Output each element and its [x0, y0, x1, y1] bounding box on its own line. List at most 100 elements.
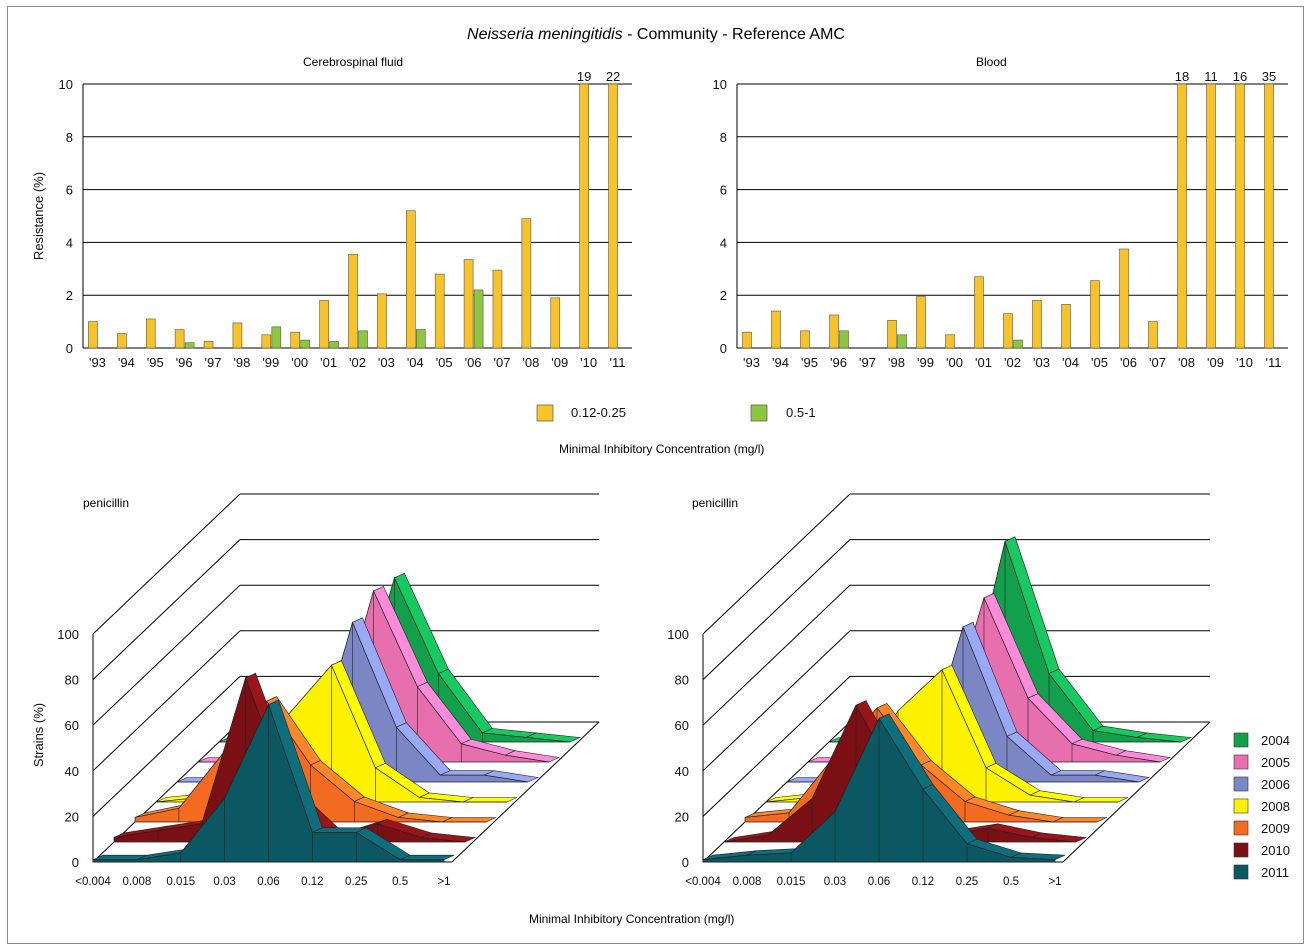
left3d-xtick: 0.06 [257, 876, 279, 888]
right3d-ytick: 80 [675, 673, 689, 688]
csf-overflow-label: 22 [606, 69, 620, 84]
csf-xtick: '96 [176, 355, 193, 370]
right3d-ytick: 20 [675, 809, 689, 824]
csf-xtick: '09 [551, 355, 568, 370]
legend-label-2010: 2010 [1261, 843, 1290, 858]
blood-xtick: '05 [1091, 355, 1108, 370]
blood-xtick: '98 [888, 355, 905, 370]
csf-bar-05 [473, 289, 484, 349]
csf-bar-012 [550, 297, 561, 349]
csf-ytick: 10 [59, 77, 73, 92]
blood-bar-012 [1264, 83, 1274, 349]
legend-swatch-2011 [1233, 864, 1249, 880]
blood-bar-012 [1148, 321, 1158, 349]
right3d-xtick: 0.12 [912, 876, 934, 888]
csf-ytick: 6 [66, 183, 73, 198]
blood-bar-012 [887, 319, 897, 349]
csf-xtick: '98 [233, 355, 250, 370]
blood-bar-05 [839, 330, 849, 349]
left3d-xtick: 0.03 [213, 876, 235, 888]
csf-panel-title: Cerebrospinal fluid [303, 55, 404, 69]
csf-bar-05 [184, 342, 195, 349]
right3d-ytick: 0 [682, 855, 689, 870]
left3d-diag [92, 584, 241, 726]
legend-swatch-05 [750, 404, 768, 422]
legend-label-2004: 2004 [1261, 733, 1290, 748]
right3d-xtick: 0.015 [777, 876, 806, 888]
blood-xtick: '10 [1236, 355, 1253, 370]
blood-bar-012 [1090, 280, 1100, 349]
right3d-diag [702, 584, 851, 726]
legend-swatch-2008 [1233, 798, 1249, 814]
csf-bar-05 [271, 326, 282, 349]
csf-xtick: '08 [522, 355, 539, 370]
left3d-ytick: 40 [65, 764, 79, 779]
legend-label-2009: 2009 [1261, 821, 1290, 836]
csf-bar-05 [300, 339, 311, 349]
blood-bar-012 [974, 276, 984, 349]
legend-swatch-2009 [1233, 820, 1249, 836]
blood-xtick: '96 [830, 355, 847, 370]
blood-xtick: '95 [801, 355, 818, 370]
blood-xtick: '04 [1062, 355, 1079, 370]
right3d-ytick: 60 [675, 718, 689, 733]
left3d-ribbon-top-2011 [400, 854, 455, 861]
csf-bar-012 [377, 293, 387, 349]
left3d-xtick: <0.004 [75, 876, 111, 888]
right3d-ytick: 100 [667, 627, 689, 642]
left3d-diag [92, 630, 241, 772]
blood-overflow-label: 35 [1262, 69, 1276, 84]
csf-bar-012 [405, 210, 416, 349]
csf-xtick: '94 [118, 355, 135, 370]
csf-ytick: 2 [66, 288, 73, 303]
right3d-ribbon-top-2008 [1073, 797, 1129, 803]
top-xlabel: Minimal Inhibitory Concentration (mg/l) [559, 442, 765, 456]
legend-label-2008: 2008 [1261, 799, 1290, 814]
csf-bar-012 [117, 333, 127, 349]
title-species: Neisseria meningitidis [467, 26, 623, 43]
right3d-xtick: >1 [1048, 876, 1061, 888]
blood-ytick: 10 [713, 77, 727, 92]
csf-xtick: '11 [610, 355, 626, 370]
figure-frame [7, 6, 1304, 944]
right3d-xtick: 0.03 [824, 876, 846, 888]
csf-xtick: '07 [493, 355, 510, 370]
csf-bar-012 [608, 83, 618, 349]
blood-xtick: '08 [1178, 355, 1195, 370]
blood-xtick: '09 [1207, 355, 1224, 370]
csf-ytick: 8 [66, 130, 73, 145]
csf-ylabel: Resistance (%) [31, 172, 46, 260]
csf-bar-012 [203, 341, 214, 349]
title-rest: - Community - Reference AMC [622, 26, 845, 43]
left3d-ribbon-top-2008 [463, 797, 518, 803]
right3d-diag [702, 539, 851, 680]
blood-ytick: 4 [720, 235, 727, 250]
csf-bar-012 [521, 218, 532, 349]
legend-label-05: 0.5-1 [786, 405, 816, 420]
legend-swatch-2010 [1233, 842, 1249, 858]
blood-xtick: '93 [743, 355, 760, 370]
csf-ytick: 4 [66, 235, 73, 250]
csf-xtick: '04 [407, 355, 424, 370]
blood-xtick: '97 [859, 355, 876, 370]
csf-bar-012 [174, 329, 185, 349]
left3d-xtick: 0.12 [301, 876, 323, 888]
csf-bar-012 [348, 253, 358, 349]
csf-ytick: 0 [66, 341, 73, 356]
blood-xtick: '00 [946, 355, 963, 370]
left3d-ytick: 100 [57, 627, 79, 642]
left3d-xtick: 0.015 [166, 876, 195, 888]
left3d-diag [92, 493, 241, 635]
left3d-xtick: 0.25 [345, 876, 367, 888]
blood-xtick: '94 [772, 355, 789, 370]
blood-ytick: 2 [720, 288, 727, 303]
csf-xtick: '00 [291, 355, 308, 370]
blood-ytick: 6 [720, 183, 727, 198]
csf-overflow-label: 19 [577, 69, 591, 84]
blood-xtick: '06 [1120, 355, 1137, 370]
csf-bar-012 [492, 269, 503, 349]
blood-xtick: '02 [1004, 355, 1021, 370]
right3d-floor-right [1062, 721, 1211, 863]
right3d-xtick: 0.5 [1003, 876, 1019, 888]
